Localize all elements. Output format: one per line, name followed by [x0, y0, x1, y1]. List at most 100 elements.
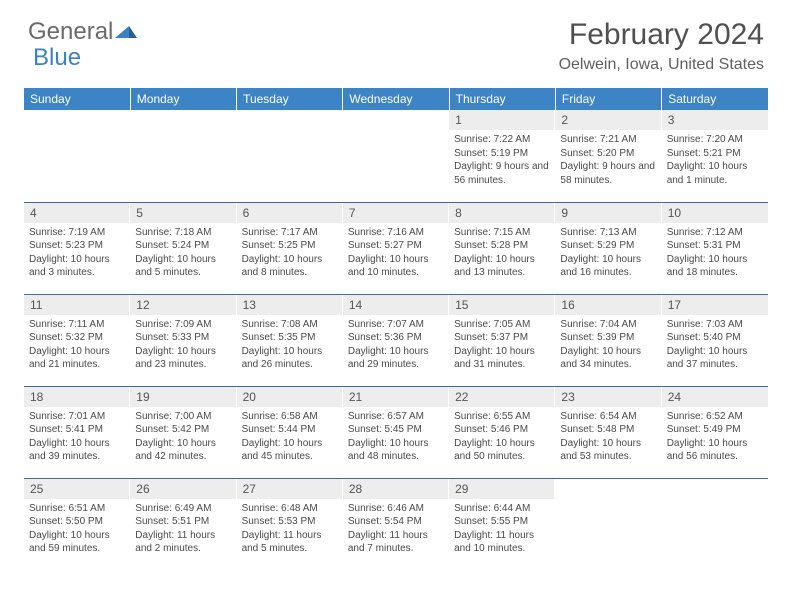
day-number: 24 — [662, 387, 768, 407]
day-cell: 25Sunrise: 6:51 AMSunset: 5:50 PMDayligh… — [24, 478, 130, 570]
sunrise-text: Sunrise: 6:57 AM — [348, 410, 444, 424]
week-row: 25Sunrise: 6:51 AMSunset: 5:50 PMDayligh… — [24, 478, 768, 570]
sunset-text: Sunset: 5:29 PM — [560, 239, 656, 253]
day-cell: 18Sunrise: 7:01 AMSunset: 5:41 PMDayligh… — [24, 386, 130, 478]
day-details: Sunrise: 6:55 AMSunset: 5:46 PMDaylight:… — [449, 407, 555, 464]
day-details: Sunrise: 7:15 AMSunset: 5:28 PMDaylight:… — [449, 223, 555, 280]
day-details: Sunrise: 7:12 AMSunset: 5:31 PMDaylight:… — [662, 223, 768, 280]
sunset-text: Sunset: 5:50 PM — [29, 515, 125, 529]
day-details: Sunrise: 6:46 AMSunset: 5:54 PMDaylight:… — [343, 499, 449, 556]
sunrise-text: Sunrise: 6:49 AM — [135, 502, 231, 516]
day-cell: 21Sunrise: 6:57 AMSunset: 5:45 PMDayligh… — [343, 386, 449, 478]
sunrise-text: Sunrise: 7:19 AM — [29, 226, 125, 240]
day-details: Sunrise: 7:21 AMSunset: 5:20 PMDaylight:… — [555, 130, 661, 187]
logo: General — [28, 18, 137, 46]
sunset-text: Sunset: 5:39 PM — [560, 331, 656, 345]
daylight-text: Daylight: 11 hours and 7 minutes. — [348, 529, 444, 556]
day-cell: 24Sunrise: 6:52 AMSunset: 5:49 PMDayligh… — [662, 386, 768, 478]
sunrise-text: Sunrise: 7:16 AM — [348, 226, 444, 240]
day-cell — [662, 478, 768, 570]
daylight-text: Daylight: 10 hours and 31 minutes. — [454, 345, 550, 372]
sunset-text: Sunset: 5:36 PM — [348, 331, 444, 345]
sunrise-text: Sunrise: 6:58 AM — [242, 410, 338, 424]
day-header: Monday — [130, 88, 236, 110]
day-cell: 23Sunrise: 6:54 AMSunset: 5:48 PMDayligh… — [555, 386, 661, 478]
sunrise-text: Sunrise: 7:00 AM — [135, 410, 231, 424]
day-cell: 14Sunrise: 7:07 AMSunset: 5:36 PMDayligh… — [343, 294, 449, 386]
sunrise-text: Sunrise: 7:03 AM — [667, 318, 763, 332]
sunset-text: Sunset: 5:27 PM — [348, 239, 444, 253]
sunset-text: Sunset: 5:53 PM — [242, 515, 338, 529]
day-cell: 16Sunrise: 7:04 AMSunset: 5:39 PMDayligh… — [555, 294, 661, 386]
day-details: Sunrise: 7:16 AMSunset: 5:27 PMDaylight:… — [343, 223, 449, 280]
day-details: Sunrise: 6:48 AMSunset: 5:53 PMDaylight:… — [237, 499, 343, 556]
week-row: 18Sunrise: 7:01 AMSunset: 5:41 PMDayligh… — [24, 386, 768, 478]
day-cell: 7Sunrise: 7:16 AMSunset: 5:27 PMDaylight… — [343, 202, 449, 294]
daylight-text: Daylight: 10 hours and 34 minutes. — [560, 345, 656, 372]
sunrise-text: Sunrise: 7:15 AM — [454, 226, 550, 240]
day-number — [237, 110, 343, 130]
sunset-text: Sunset: 5:40 PM — [667, 331, 763, 345]
day-cell: 3Sunrise: 7:20 AMSunset: 5:21 PMDaylight… — [662, 110, 768, 202]
day-cell: 28Sunrise: 6:46 AMSunset: 5:54 PMDayligh… — [343, 478, 449, 570]
day-number: 27 — [237, 479, 343, 499]
day-number: 4 — [24, 203, 130, 223]
calendar-table: Sunday Monday Tuesday Wednesday Thursday… — [24, 88, 768, 570]
daylight-text: Daylight: 10 hours and 10 minutes. — [348, 253, 444, 280]
sunrise-text: Sunrise: 6:52 AM — [667, 410, 763, 424]
day-number: 29 — [449, 479, 555, 499]
sunset-text: Sunset: 5:24 PM — [135, 239, 231, 253]
sunset-text: Sunset: 5:25 PM — [242, 239, 338, 253]
day-cell: 1Sunrise: 7:22 AMSunset: 5:19 PMDaylight… — [449, 110, 555, 202]
day-number: 22 — [449, 387, 555, 407]
daylight-text: Daylight: 11 hours and 2 minutes. — [135, 529, 231, 556]
day-header: Thursday — [449, 88, 555, 110]
daylight-text: Daylight: 10 hours and 18 minutes. — [667, 253, 763, 280]
day-number: 25 — [24, 479, 130, 499]
sunset-text: Sunset: 5:55 PM — [454, 515, 550, 529]
day-number: 7 — [343, 203, 449, 223]
sunset-text: Sunset: 5:31 PM — [667, 239, 763, 253]
day-number: 23 — [555, 387, 661, 407]
sunrise-text: Sunrise: 6:54 AM — [560, 410, 656, 424]
day-details: Sunrise: 7:09 AMSunset: 5:33 PMDaylight:… — [130, 315, 236, 372]
day-cell — [237, 110, 343, 202]
sunset-text: Sunset: 5:20 PM — [560, 147, 656, 161]
day-number — [24, 110, 130, 130]
daylight-text: Daylight: 10 hours and 26 minutes. — [242, 345, 338, 372]
logo-mark-icon — [115, 20, 137, 45]
daylight-text: Daylight: 10 hours and 59 minutes. — [29, 529, 125, 556]
logo-text-blue: Blue — [33, 44, 81, 71]
logo-blue-line: Blue — [33, 44, 81, 72]
day-number — [343, 110, 449, 130]
sunrise-text: Sunrise: 7:07 AM — [348, 318, 444, 332]
day-details: Sunrise: 7:20 AMSunset: 5:21 PMDaylight:… — [662, 130, 768, 187]
day-number: 9 — [555, 203, 661, 223]
location: Oelwein, Iowa, United States — [559, 56, 764, 74]
day-details: Sunrise: 7:17 AMSunset: 5:25 PMDaylight:… — [237, 223, 343, 280]
day-cell: 17Sunrise: 7:03 AMSunset: 5:40 PMDayligh… — [662, 294, 768, 386]
day-number: 10 — [662, 203, 768, 223]
day-cell: 13Sunrise: 7:08 AMSunset: 5:35 PMDayligh… — [237, 294, 343, 386]
daylight-text: Daylight: 11 hours and 10 minutes. — [454, 529, 550, 556]
day-details: Sunrise: 7:07 AMSunset: 5:36 PMDaylight:… — [343, 315, 449, 372]
sunset-text: Sunset: 5:21 PM — [667, 147, 763, 161]
day-cell: 8Sunrise: 7:15 AMSunset: 5:28 PMDaylight… — [449, 202, 555, 294]
sunset-text: Sunset: 5:54 PM — [348, 515, 444, 529]
day-cell: 15Sunrise: 7:05 AMSunset: 5:37 PMDayligh… — [449, 294, 555, 386]
week-row: 4Sunrise: 7:19 AMSunset: 5:23 PMDaylight… — [24, 202, 768, 294]
sunrise-text: Sunrise: 7:11 AM — [29, 318, 125, 332]
day-details: Sunrise: 7:08 AMSunset: 5:35 PMDaylight:… — [237, 315, 343, 372]
day-details: Sunrise: 7:00 AMSunset: 5:42 PMDaylight:… — [130, 407, 236, 464]
daylight-text: Daylight: 10 hours and 3 minutes. — [29, 253, 125, 280]
sunset-text: Sunset: 5:23 PM — [29, 239, 125, 253]
daylight-text: Daylight: 9 hours and 56 minutes. — [454, 160, 550, 187]
sunset-text: Sunset: 5:41 PM — [29, 423, 125, 437]
sunset-text: Sunset: 5:33 PM — [135, 331, 231, 345]
week-row: 1Sunrise: 7:22 AMSunset: 5:19 PMDaylight… — [24, 110, 768, 202]
sunset-text: Sunset: 5:44 PM — [242, 423, 338, 437]
day-cell: 27Sunrise: 6:48 AMSunset: 5:53 PMDayligh… — [237, 478, 343, 570]
sunrise-text: Sunrise: 7:01 AM — [29, 410, 125, 424]
day-cell: 4 Sunrise: 7:19 AMSunset: 5:23 PMDaylight… — [24, 202, 130, 294]
sunrise-text: Sunrise: 6:44 AM — [454, 502, 550, 516]
